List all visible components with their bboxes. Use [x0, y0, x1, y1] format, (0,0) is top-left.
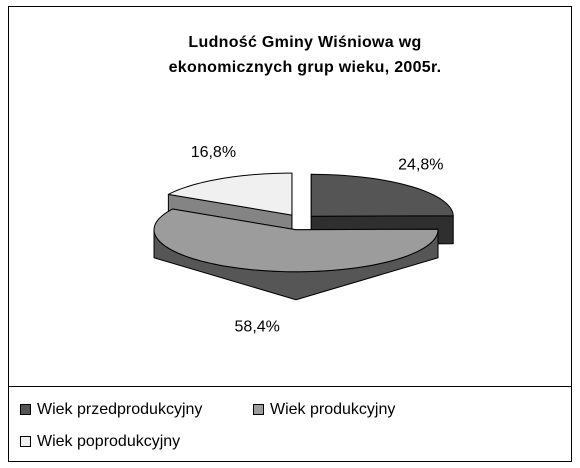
legend-label: Wiek przedprodukcyjny: [37, 401, 202, 418]
slice: [310, 173, 454, 217]
data-label: 16,8%: [191, 144, 236, 161]
slice: [153, 208, 439, 273]
legend-frame: [8, 386, 572, 462]
slice: [167, 172, 293, 216]
legend-label: Wiek produkcyjny: [270, 401, 395, 418]
chart-title: Ludność Gminy Wiśniowa wg ekonomicznych …: [168, 34, 442, 76]
legend-swatch: [20, 436, 31, 447]
legend-label: Wiek poprodukcyjny: [37, 433, 180, 450]
legend-swatch: [253, 404, 264, 415]
legend-swatch: [20, 404, 31, 415]
data-label: 58,4%: [235, 319, 280, 336]
data-label: 24,8%: [398, 156, 443, 173]
